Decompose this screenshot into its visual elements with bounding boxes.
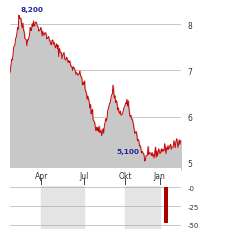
Bar: [126, 186, 160, 229]
Text: Jan: Jan: [154, 171, 166, 180]
Text: 8,200: 8,200: [20, 7, 43, 13]
Bar: [164, 187, 168, 223]
Bar: [41, 186, 84, 229]
Text: Apr: Apr: [35, 171, 48, 180]
Text: 5,100: 5,100: [116, 149, 139, 155]
Text: Jul: Jul: [79, 171, 89, 180]
Text: Okt: Okt: [119, 171, 132, 180]
